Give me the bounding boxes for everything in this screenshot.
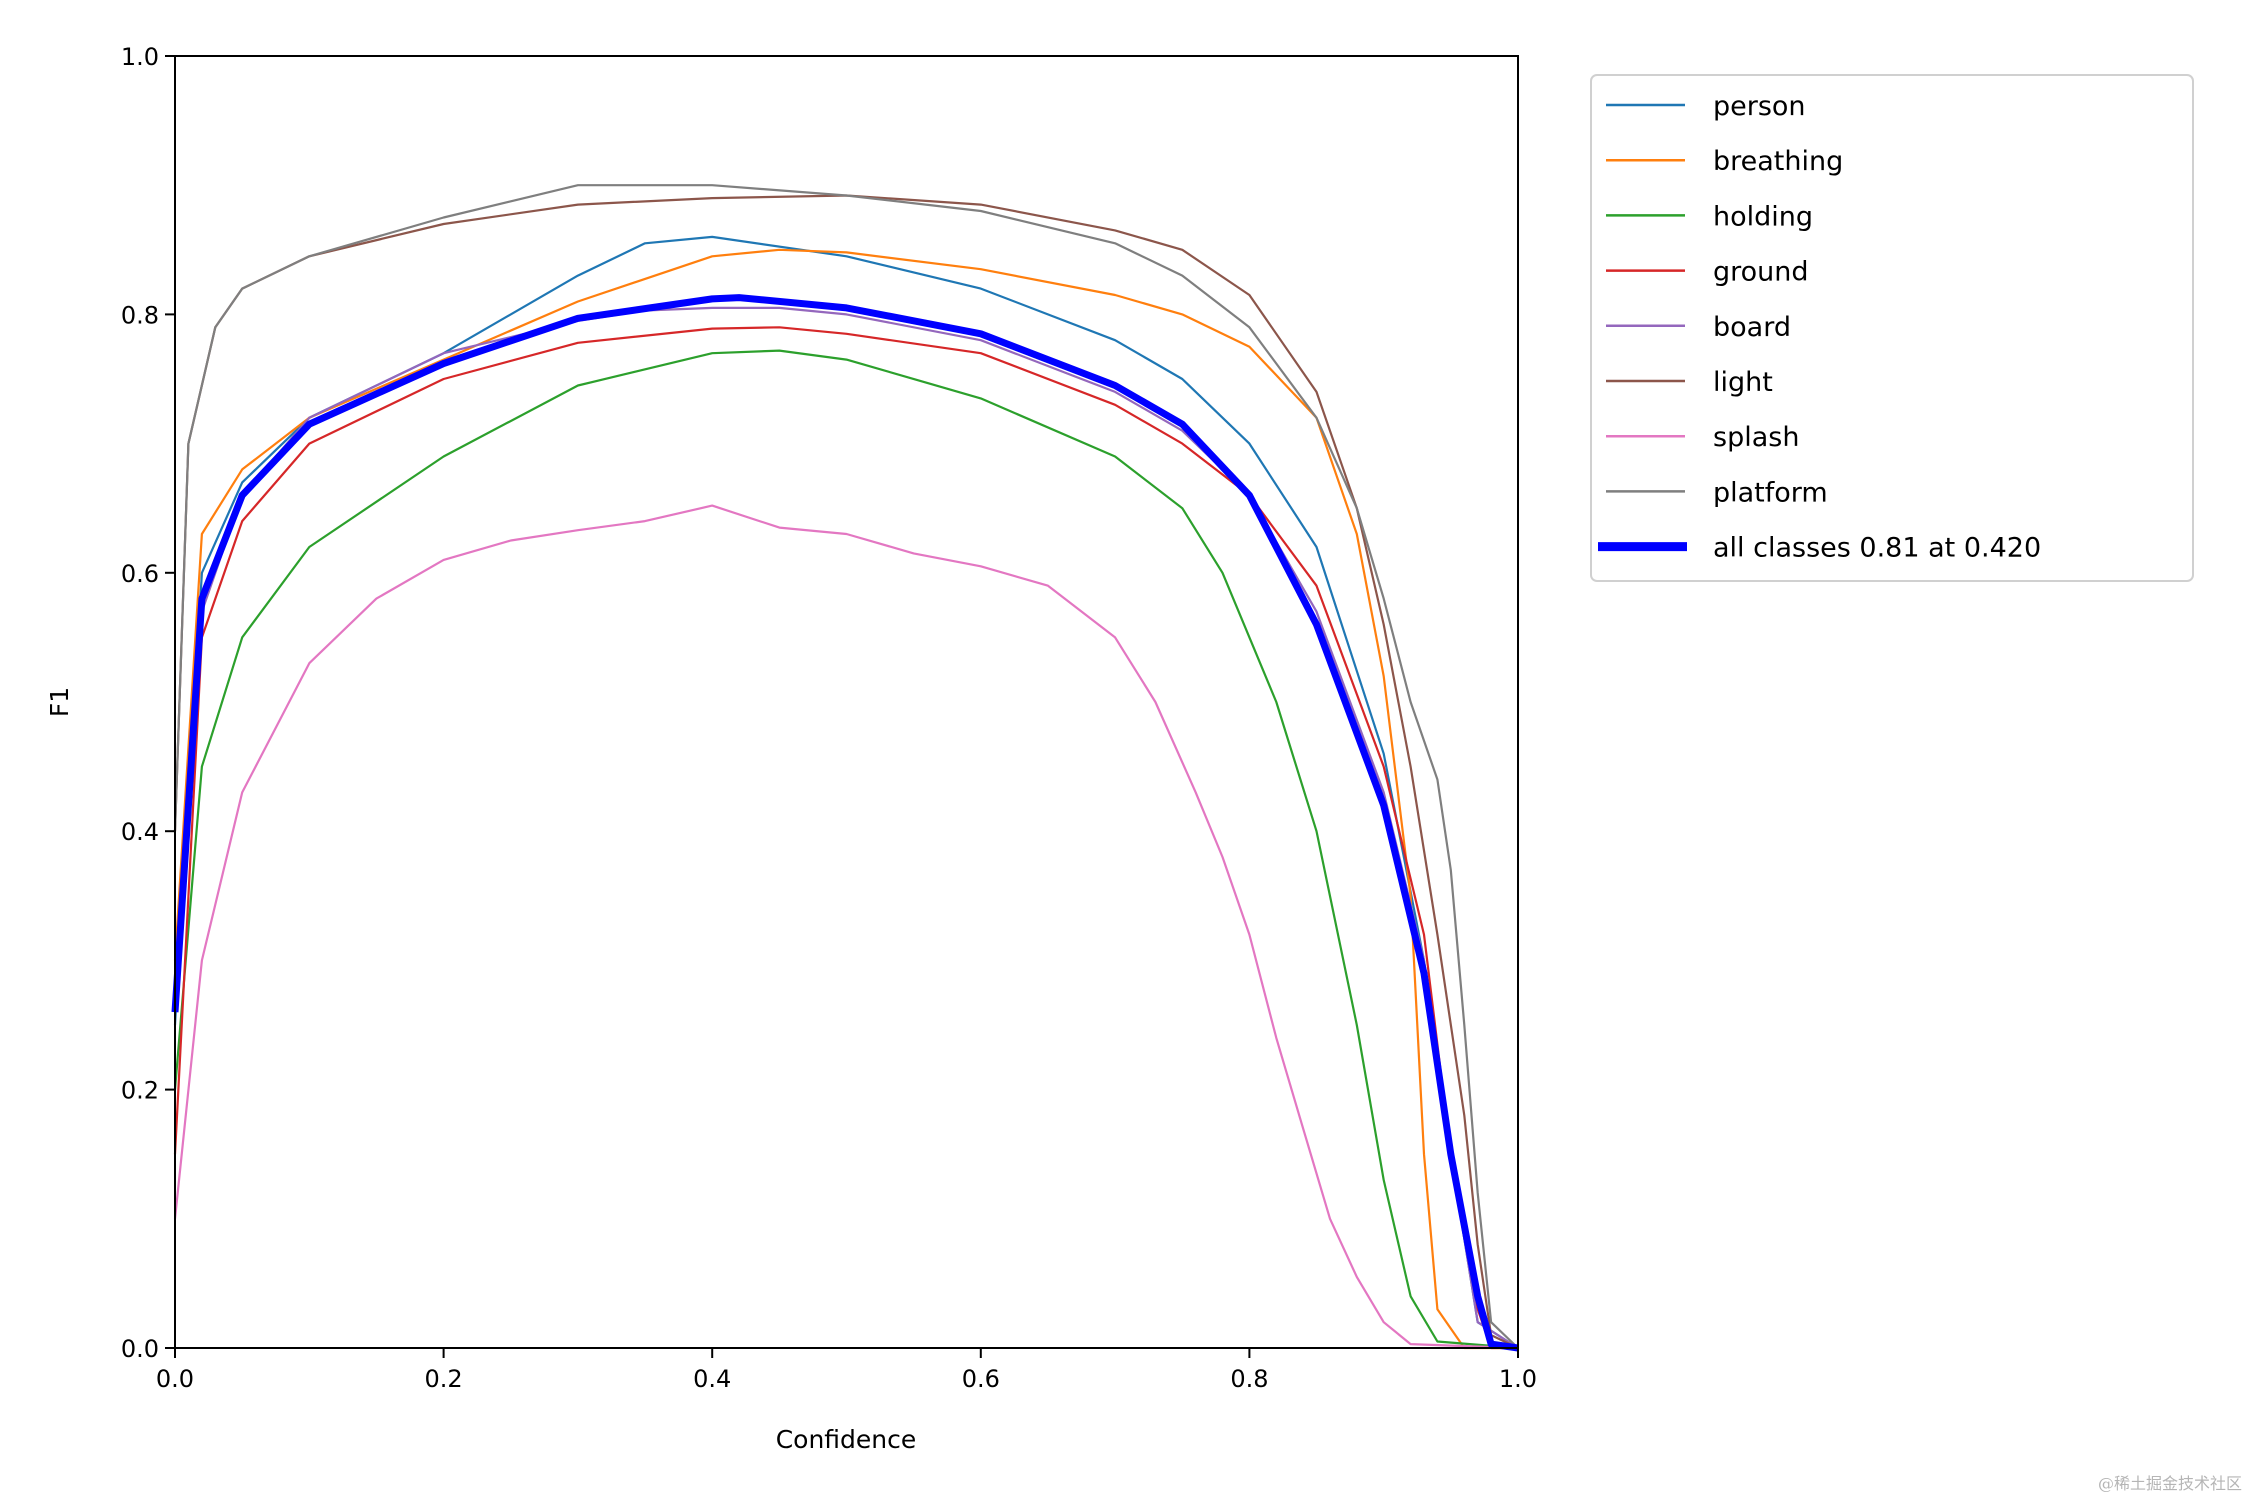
legend-label: light (1713, 367, 1773, 398)
y-axis: 0.0 0.2 0.4 0.6 0.8 1.0 (121, 43, 175, 1363)
x-axis: 0.0 0.2 0.4 0.6 0.8 1.0 (156, 1348, 1537, 1393)
x-axis-label: Confidence (776, 1425, 917, 1454)
x-tick-label: 0.6 (962, 1365, 1000, 1393)
y-tick-label: 0.6 (121, 560, 159, 588)
series-line-holding (175, 351, 1518, 1348)
legend-label: breathing (1713, 146, 1843, 177)
y-tick-label: 0.2 (121, 1077, 159, 1105)
legend-label: person (1713, 91, 1806, 122)
plot-frame (175, 56, 1518, 1348)
legend-label: holding (1713, 201, 1813, 232)
x-tick-label: 1.0 (1499, 1365, 1537, 1393)
legend-label: ground (1713, 257, 1809, 288)
x-tick-label: 0.8 (1230, 1365, 1268, 1393)
legend: person breathing holding ground board light sp… (1591, 75, 2193, 581)
x-tick-label: 0.0 (156, 1365, 194, 1393)
legend-frame (1591, 75, 2193, 581)
legend-label: splash (1713, 422, 1799, 453)
series-line-person (175, 237, 1518, 1348)
y-axis-label: F1 (45, 687, 74, 717)
series-line-breathing (175, 250, 1518, 1348)
series-line-all (175, 298, 1518, 1348)
curves-layer (175, 185, 1518, 1348)
y-tick-label: 0.0 (121, 1335, 159, 1363)
watermark: @稀土掘金技术社区 (2098, 1470, 2242, 1494)
series-line-ground (175, 327, 1518, 1348)
x-tick-label: 0.4 (693, 1365, 731, 1393)
y-tick-label: 0.8 (121, 301, 159, 329)
x-tick-label: 0.2 (425, 1365, 463, 1393)
legend-label: platform (1713, 477, 1828, 508)
legend-label: board (1713, 312, 1791, 343)
legend-label: all classes 0.81 at 0.420 (1713, 533, 2041, 564)
y-tick-label: 1.0 (121, 43, 159, 71)
y-tick-label: 0.4 (121, 818, 159, 846)
